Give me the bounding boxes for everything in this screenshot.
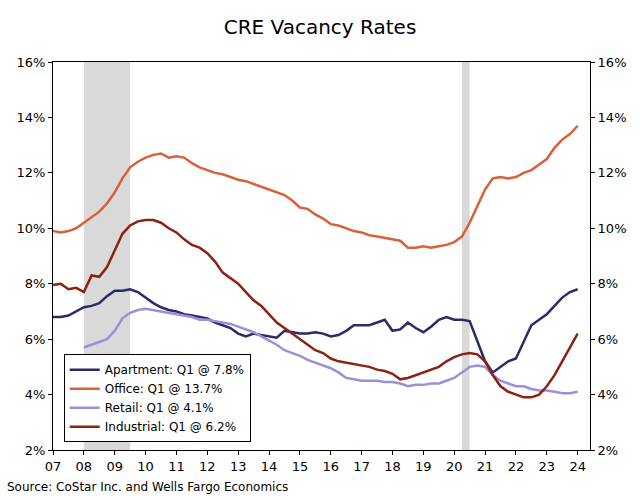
svg-text:10%: 10% bbox=[598, 221, 627, 236]
svg-text:21: 21 bbox=[477, 459, 494, 474]
svg-text:15: 15 bbox=[292, 459, 309, 474]
svg-text:Apartment: Q1 @ 7.8%: Apartment: Q1 @ 7.8% bbox=[105, 363, 244, 377]
svg-text:6%: 6% bbox=[25, 332, 46, 347]
svg-text:10%: 10% bbox=[16, 221, 45, 236]
svg-text:08: 08 bbox=[76, 459, 93, 474]
svg-text:8%: 8% bbox=[598, 276, 619, 291]
svg-text:Office: Q1 @ 13.7%: Office: Q1 @ 13.7% bbox=[105, 382, 223, 396]
svg-text:6%: 6% bbox=[598, 332, 619, 347]
svg-text:19: 19 bbox=[415, 459, 432, 474]
svg-text:16%: 16% bbox=[16, 55, 45, 70]
svg-text:22: 22 bbox=[508, 459, 525, 474]
svg-text:Industrial: Q1 @ 6.2%: Industrial: Q1 @ 6.2% bbox=[105, 420, 236, 434]
svg-text:14%: 14% bbox=[598, 110, 627, 125]
svg-text:14: 14 bbox=[261, 459, 278, 474]
svg-text:14%: 14% bbox=[16, 110, 45, 125]
svg-text:16: 16 bbox=[322, 459, 339, 474]
svg-text:24: 24 bbox=[569, 459, 586, 474]
svg-text:07: 07 bbox=[45, 459, 62, 474]
svg-text:2%: 2% bbox=[25, 443, 46, 458]
svg-text:CRE Vacancy Rates: CRE Vacancy Rates bbox=[224, 15, 417, 39]
svg-text:12: 12 bbox=[199, 459, 216, 474]
svg-text:12%: 12% bbox=[598, 165, 627, 180]
svg-text:2%: 2% bbox=[598, 443, 619, 458]
svg-text:20: 20 bbox=[446, 459, 463, 474]
svg-text:Source: CoStar Inc. and Wells: Source: CoStar Inc. and Wells Fargo Econ… bbox=[7, 480, 288, 494]
svg-text:11: 11 bbox=[168, 459, 185, 474]
svg-text:4%: 4% bbox=[598, 387, 619, 402]
svg-text:10: 10 bbox=[137, 459, 154, 474]
svg-text:13: 13 bbox=[230, 459, 247, 474]
svg-text:4%: 4% bbox=[25, 387, 46, 402]
svg-text:12%: 12% bbox=[16, 165, 45, 180]
svg-text:8%: 8% bbox=[25, 276, 46, 291]
svg-text:17: 17 bbox=[353, 459, 370, 474]
svg-text:18: 18 bbox=[384, 459, 401, 474]
svg-text:Retail: Q1 @ 4.1%: Retail: Q1 @ 4.1% bbox=[105, 401, 214, 415]
svg-text:09: 09 bbox=[106, 459, 123, 474]
svg-text:16%: 16% bbox=[598, 55, 627, 70]
svg-text:23: 23 bbox=[539, 459, 556, 474]
